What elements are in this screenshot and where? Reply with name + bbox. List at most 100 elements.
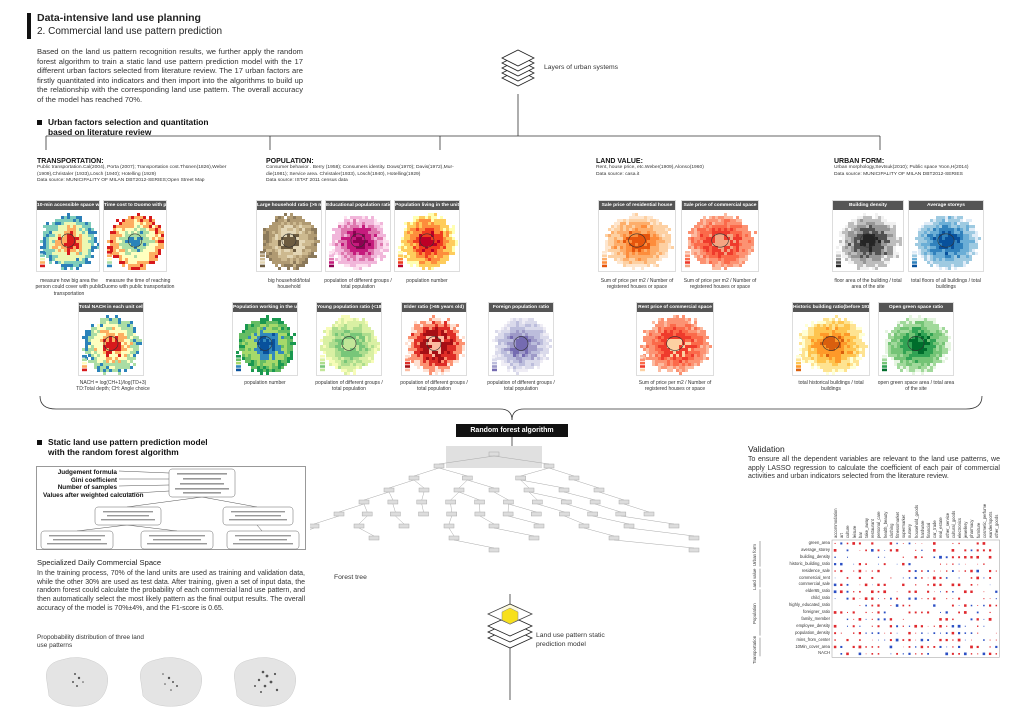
matrix-column-label: bar (857, 531, 863, 538)
specialized-text: In the training process, 70% of the land… (37, 570, 305, 612)
matrix-column-label: other_service (944, 512, 950, 538)
matrix-column-label: accommodation (833, 508, 838, 538)
intro-paragraph: Based on the land us pattern recognition… (37, 47, 303, 104)
map-mosaic (329, 216, 389, 270)
specialized-title: Specialized Daily Commercial Space (37, 558, 162, 567)
matrix-column-label: cultural_goods (950, 510, 956, 538)
matrix-row-label: average_storey (801, 546, 830, 552)
validation-title: Validation (748, 444, 785, 454)
caption-elder-ratio: population of different groups / total p… (400, 380, 468, 393)
validation-text: To ensure all the dependent variables ar… (748, 456, 1000, 480)
matrix-column-label: health_beauty (882, 511, 888, 538)
caption-population-working: population number (244, 380, 286, 386)
header-accent-bar (27, 13, 31, 39)
matrix-column-label: personal_care (876, 511, 882, 538)
caption-average-storeys: total floors of all buildings / total bu… (911, 278, 981, 291)
matrix-row-label: building_density (799, 553, 830, 559)
map-mosaic (82, 315, 142, 375)
bullet-square-icon (37, 440, 42, 446)
map-young-population: Young population ratio (<18 years old) (316, 302, 382, 376)
map-mosaic (236, 315, 296, 375)
map-educational-population: Educational population ratio (Bachelor d… (325, 200, 391, 272)
matrix-row-label: residence_sale (801, 567, 830, 573)
matrix-column-label: supermarket (901, 514, 907, 538)
map-mosaic (405, 315, 465, 375)
map-large-household: Large household ratio (>5 members) (256, 200, 322, 272)
probability-dots (72, 670, 279, 693)
matrix-column-label: restaurant (870, 519, 876, 538)
caption-foreign-population: population of different groups / total p… (487, 380, 555, 393)
matrix-group-label: Urban form (752, 543, 757, 566)
map-time-cost: Time cost to Duomo with public transport… (103, 200, 167, 272)
matrix-row-label: green_area (808, 540, 830, 545)
matrix-column-label: electronics (957, 517, 962, 538)
matrix-row-label: child_ratio (810, 595, 830, 601)
map-sale-price-residential: Sale price of residential house (598, 200, 676, 272)
caption-population-living: population number (406, 278, 448, 284)
matrix-column-label: nursery (907, 524, 913, 538)
matrix-row-label: family_member (801, 615, 830, 621)
category-urban-form: URBAN FORM: Urban morphology,Sevtsuk(201… (834, 158, 969, 177)
matrix-column-label: pharmacy (969, 519, 975, 538)
poster-subtitle: 2. Commercial land use pattern predictio… (37, 26, 223, 37)
map-mosaic (602, 213, 674, 270)
map-mosaic (320, 315, 380, 375)
matrix-column-label: real_estate (938, 517, 944, 538)
lasso-matrix: accommodation art culture leisure bar take_aw… (748, 500, 1008, 712)
matrix-column-label: fitness/market (895, 511, 900, 538)
map-population-living: Population living in the unit cell (394, 200, 460, 272)
caption-accessible-space: measure how big area the person could co… (35, 278, 103, 297)
forest-tree-label: Forest tree (334, 574, 367, 581)
map-total-nach: Total NACH in each unit cell (78, 302, 144, 376)
map-mosaic (107, 213, 164, 270)
probability-title: Propobability distribution of three land… (37, 634, 144, 649)
caption-sale-price-residential: Sum of price per m2 / Number of register… (600, 278, 674, 291)
map-open-green-space: Open green space ratio (878, 302, 954, 376)
matrix-column-label: jewellery (963, 521, 969, 538)
matrix-row-label: historic_building_ratio (789, 560, 830, 566)
matrix-column-label: furniture (975, 522, 981, 538)
caption-educational-population: population of different groups / total p… (324, 278, 392, 291)
caption-young-population: population of different groups / total p… (315, 380, 383, 393)
map-mosaic (836, 213, 902, 270)
bullet-square-icon (37, 120, 42, 126)
matrix-column-label: art (839, 533, 845, 538)
caption-rent-price-commercial: Sum of price per m2 / Number of register… (638, 380, 712, 393)
layers-label: Layers of urban systems (544, 64, 619, 71)
map-mosaic (40, 213, 99, 270)
forest-tree-diagram (310, 446, 700, 553)
matrix-row-label: mins_from_center (796, 636, 830, 642)
matrix-column-label: wander/sports (988, 511, 993, 538)
prediction-stack-icon (487, 594, 533, 649)
map-elder-ratio: Elder ratio (>65 years old) (401, 302, 467, 376)
matrix-column-label: car_trade (932, 520, 938, 538)
matrix-column-label: culture (845, 525, 851, 538)
category-population: POPULATION: Consumer behavior . Berry (1… (266, 158, 454, 184)
matrix-group-label: Land value (752, 568, 757, 590)
matrix-column-label: household_goods (913, 504, 919, 538)
matrix-row-label: employee_density (796, 622, 830, 628)
caption-historic-building: total historical buildings / total build… (798, 380, 864, 393)
map-mosaic (398, 213, 458, 270)
map-historic-building: Historic building ratio(before 1919) (792, 302, 870, 376)
caption-sale-price-commercial: Sum of price per m2 / Number of register… (683, 278, 757, 291)
matrix-column-label: cosmetic_perfume (981, 503, 987, 538)
matrix-row-label: 10Min_cover_area (795, 643, 830, 649)
map-average-storeys: Average storeys (908, 200, 984, 272)
map-population-working: Population working in the unit cell (232, 302, 298, 376)
matrix-column-label: other_goods (994, 514, 1000, 538)
matrix-row-label: commercial_sale (798, 581, 830, 587)
map-mosaic (685, 213, 757, 270)
map-mosaic (882, 315, 951, 375)
matrix-column-label: take_away (864, 517, 869, 538)
map-sale-price-commercial: Sale price of commercial space (681, 200, 759, 272)
matrix-column-label: clothing (888, 523, 894, 538)
map-foreign-population: Foreign population ratio (488, 302, 554, 376)
matrix-row-label: elder65_ratio (805, 588, 830, 594)
matrix-column-label: leisure (851, 525, 857, 538)
category-land-value: LAND VALUE: Rent, house price, etc.Weber… (596, 158, 704, 177)
map-mosaic (260, 213, 320, 270)
map-mosaic (492, 318, 552, 375)
map-mosaic (796, 315, 868, 375)
